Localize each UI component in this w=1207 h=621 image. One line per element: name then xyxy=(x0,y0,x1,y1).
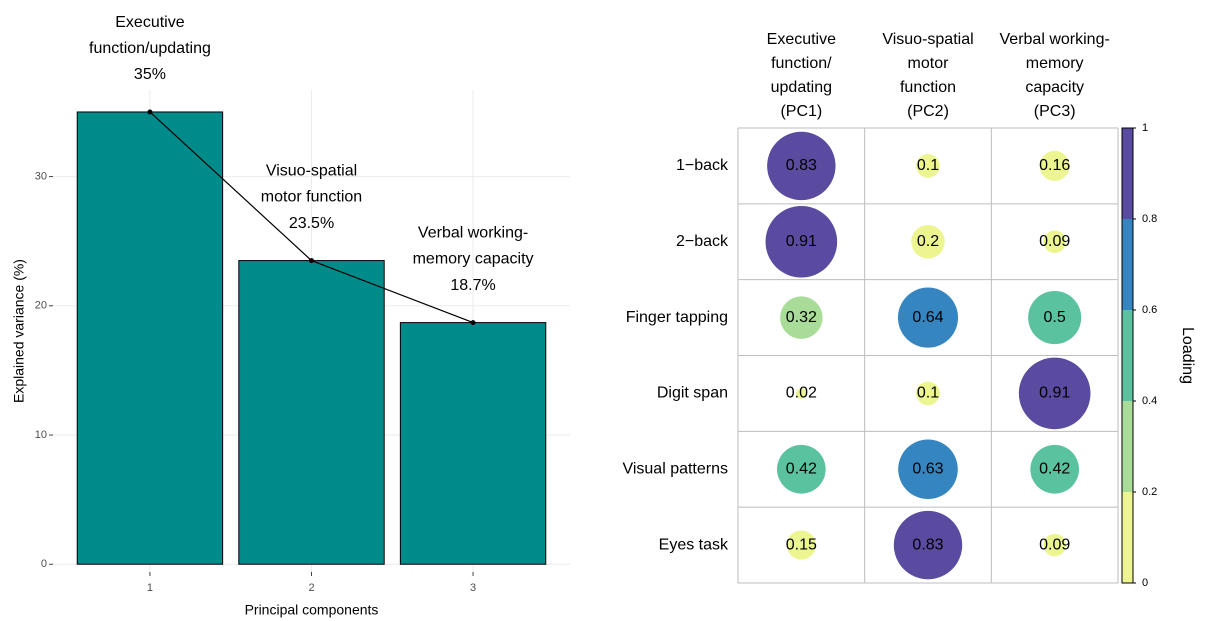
value-label: 18.7% xyxy=(450,277,495,294)
cell-value: 0.83 xyxy=(912,536,943,553)
bar xyxy=(399,322,547,565)
bubble xyxy=(786,530,816,560)
cell-value: 0.09 xyxy=(1039,536,1070,553)
bubble xyxy=(1043,533,1066,557)
row-label: Eyes task xyxy=(659,536,729,553)
cell-value: 0.83 xyxy=(786,157,817,174)
value-label: 35% xyxy=(134,66,166,83)
y-tick-label: 20 xyxy=(35,300,47,312)
bubble xyxy=(765,205,838,278)
legend-title: Loading xyxy=(1179,327,1196,384)
colorbar-tick-label: 0.2 xyxy=(1142,486,1157,498)
colorbar-segment xyxy=(1122,401,1133,492)
cell-value: 0.5 xyxy=(1044,309,1066,326)
colorbar-tick-label: 0.4 xyxy=(1142,395,1157,407)
row-label: Visual patterns xyxy=(622,460,728,477)
cell-value: 0.63 xyxy=(912,460,943,477)
cell-value: 0.16 xyxy=(1039,157,1070,174)
y-axis-label: Explained variance (%) xyxy=(11,259,27,403)
point xyxy=(470,320,476,326)
cell-value: 0.02 xyxy=(786,385,817,402)
bubble xyxy=(916,381,940,406)
annotation: Executive function/updating xyxy=(89,14,211,57)
row-label: 1−back xyxy=(676,157,729,174)
colorbar-segment xyxy=(1122,310,1133,401)
bubble xyxy=(1018,357,1091,430)
annotation: Visuo-spatial motor function xyxy=(261,163,362,206)
bubble xyxy=(897,287,959,348)
value-label: 23.5% xyxy=(289,215,334,232)
cell-value: 0.64 xyxy=(912,309,943,326)
bubble xyxy=(796,388,807,399)
row-label: Finger tapping xyxy=(626,309,728,326)
cell-value: 0.91 xyxy=(786,233,817,250)
y-tick-label: 30 xyxy=(35,170,47,182)
bubble xyxy=(1043,230,1066,254)
y-tick-label: 10 xyxy=(35,429,47,441)
column-label: Executive function/updating (PC1) xyxy=(767,31,836,120)
colorbar-tick-label: 1 xyxy=(1142,122,1148,134)
column-label: Verbal working-memory capacity (PC3) xyxy=(1000,31,1110,120)
bubble xyxy=(911,224,945,259)
cell-value: 0.1 xyxy=(917,385,939,402)
cell-value: 0.91 xyxy=(1039,385,1070,402)
bubble xyxy=(1028,291,1082,345)
point xyxy=(309,258,314,264)
bubble xyxy=(916,154,940,178)
colorbar-frame xyxy=(1121,127,1134,584)
colorbar-segment xyxy=(1122,128,1133,219)
cell-value: 0.15 xyxy=(786,536,817,553)
colorbar-segment xyxy=(1122,492,1133,583)
colorbar-segment xyxy=(1122,219,1133,310)
bubble xyxy=(777,444,826,494)
cell-value: 0.42 xyxy=(1039,460,1070,477)
column-label: Visuo-spatial motor function (PC2) xyxy=(882,31,973,120)
row-label: 2−back xyxy=(676,233,729,250)
row-label: Digit span xyxy=(657,385,728,402)
bar xyxy=(238,260,385,565)
x-axis-label: Principal components xyxy=(245,602,379,618)
x-tick-label: 1 xyxy=(147,582,153,594)
annotation: Verbal working-memory capacity xyxy=(413,225,534,268)
colorbar-tick-label: 0.8 xyxy=(1142,213,1157,225)
cell-value: 0.2 xyxy=(917,233,939,250)
cell-value: 0.1 xyxy=(917,157,939,174)
colorbar-tick-label: 0 xyxy=(1142,577,1148,589)
point xyxy=(147,109,153,115)
cell-value: 0.42 xyxy=(786,460,817,477)
bubble xyxy=(893,510,963,580)
bubble xyxy=(898,439,958,500)
y-tick-label: 0 xyxy=(41,558,47,570)
bubble xyxy=(1030,444,1079,494)
x-tick-label: 2 xyxy=(308,582,314,594)
bar xyxy=(76,111,224,565)
cell-value: 0.32 xyxy=(786,309,817,326)
bubble xyxy=(780,296,823,339)
x-tick-label: 3 xyxy=(470,582,476,594)
cell-value: 0.09 xyxy=(1039,233,1070,250)
bubble xyxy=(1039,150,1070,181)
bubble xyxy=(767,131,836,201)
colorbar-tick-label: 0.6 xyxy=(1142,304,1157,316)
